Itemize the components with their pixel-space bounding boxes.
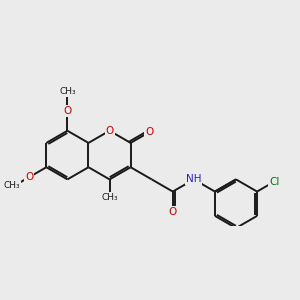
Text: CH₃: CH₃ [4,182,20,190]
Text: O: O [145,127,153,137]
Text: O: O [25,172,33,182]
Text: CH₃: CH₃ [59,87,76,96]
Text: O: O [63,106,72,116]
Text: CH₃: CH₃ [101,193,118,202]
Text: O: O [169,206,177,217]
Text: NH: NH [186,174,202,184]
Text: Cl: Cl [269,177,280,187]
Text: O: O [105,126,114,136]
